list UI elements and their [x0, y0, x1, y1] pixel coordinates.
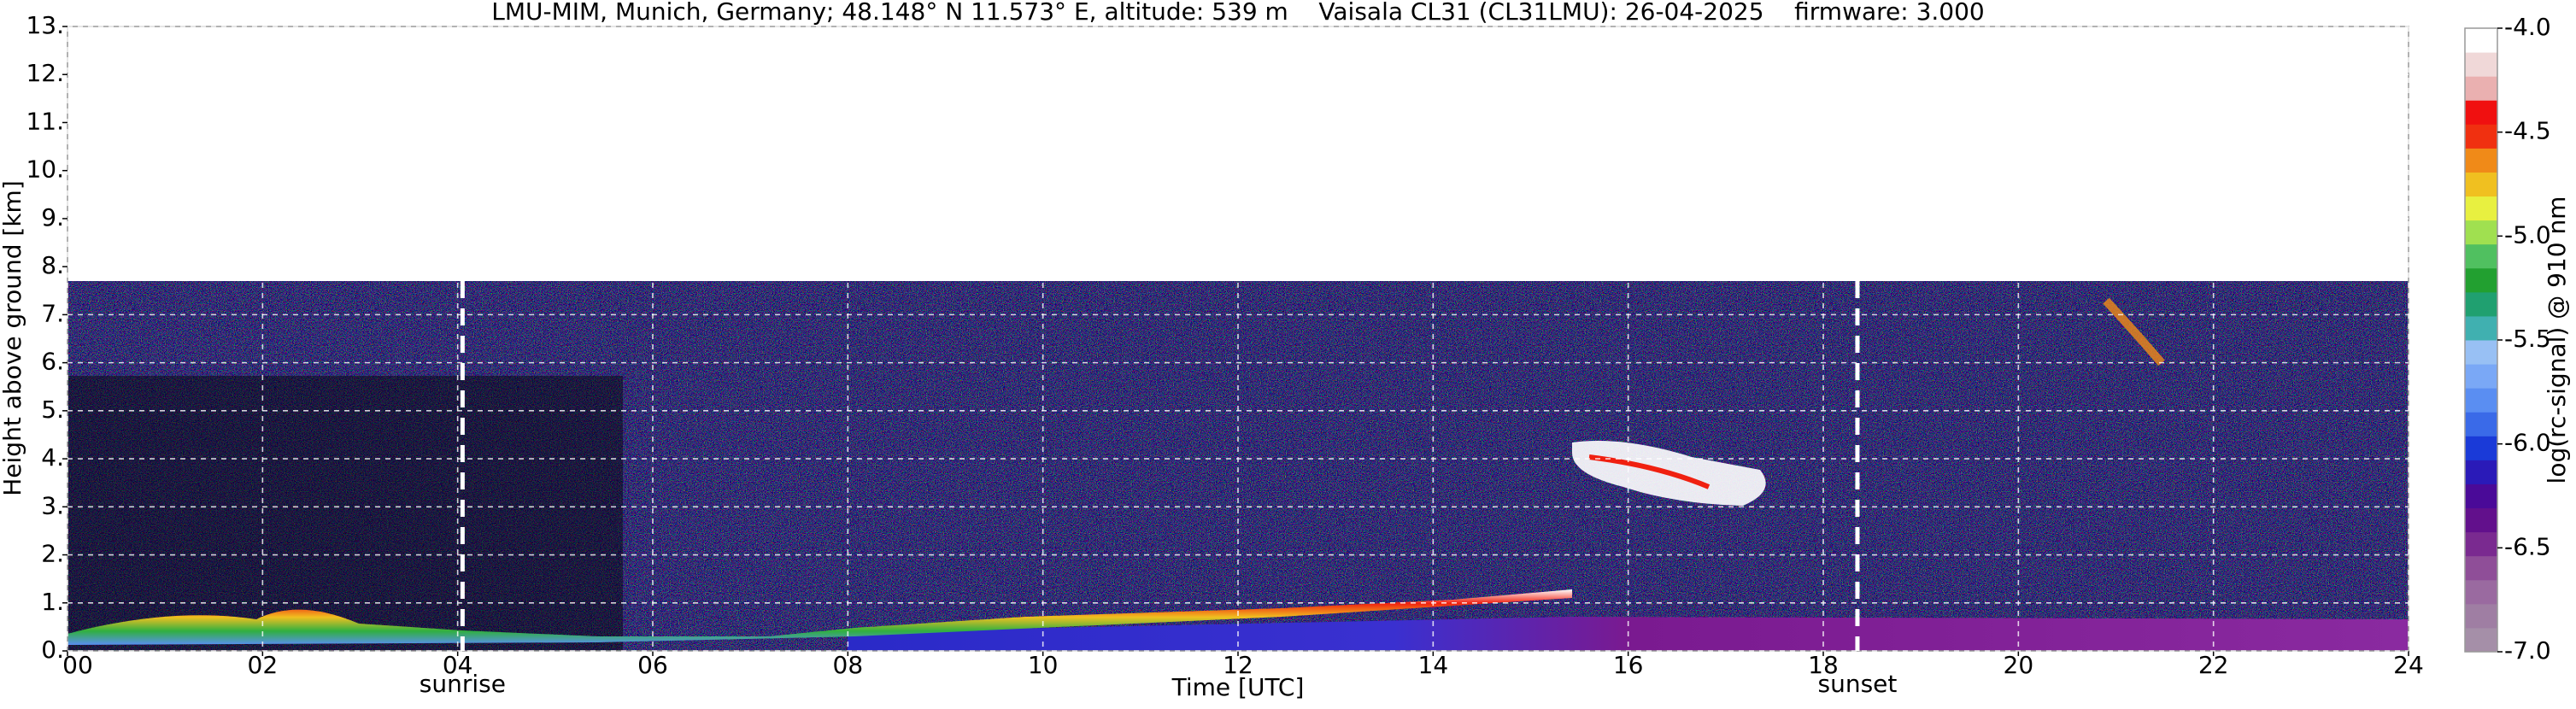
colorbar-level: [2465, 172, 2497, 197]
x-tick-label: 02: [248, 651, 279, 679]
x-tick-label: 16: [1613, 651, 1644, 679]
x-tick-label: 00: [62, 651, 93, 679]
colorbar-level: [2465, 483, 2497, 509]
annotation-label: sunrise: [420, 670, 506, 698]
colorbar-level: [2465, 627, 2497, 653]
y-tick-label: 9.: [41, 203, 64, 231]
y-tick-label: 10.: [26, 155, 64, 184]
colorbar-tick-label: -7.0: [2504, 636, 2551, 665]
colorbar-level: [2465, 315, 2497, 341]
signal-noise: [67, 281, 2409, 651]
annotation-label: sunset: [1818, 670, 1898, 698]
colorbar-level: [2465, 364, 2497, 389]
colorbar-level: [2465, 388, 2497, 413]
y-tick-label: 7.: [41, 299, 64, 327]
colorbar-tick-label: -5.0: [2504, 220, 2551, 249]
x-tick-label: 04: [443, 651, 473, 679]
y-tick-label: 4.: [41, 443, 64, 472]
x-tick-label: 20: [2004, 651, 2034, 679]
y-tick-label: 3.: [41, 491, 64, 519]
colorbar-level: [2465, 531, 2497, 557]
x-tick-label: 08: [833, 651, 864, 679]
y-tick-label: 8.: [41, 251, 64, 279]
x-tick-label: 14: [1418, 651, 1449, 679]
colorbar-level: [2465, 100, 2497, 125]
colorbar-level: [2465, 603, 2497, 629]
colorbar-level: [2465, 196, 2497, 221]
colorbar-level: [2465, 52, 2497, 77]
colorbar-label: log(rc-signal) @ 910 nm: [2543, 196, 2571, 484]
y-tick-label: 13.: [26, 11, 64, 39]
colorbar-tick-label: -6.0: [2504, 429, 2551, 457]
cloud-high: [2103, 297, 2165, 366]
x-axis-label: Time [UTC]: [1171, 673, 1305, 701]
x-tick-label: 10: [1028, 651, 1059, 679]
colorbar-level: [2465, 436, 2497, 460]
colorbar-level: [2465, 148, 2497, 173]
heatmap: [67, 281, 2409, 651]
colorbar-tick-label: -4.5: [2504, 117, 2551, 145]
colorbar-level: [2465, 460, 2497, 484]
y-tick-label: 0.: [41, 636, 64, 664]
x-tick-label: 22: [2198, 651, 2229, 679]
colorbar-tick-label: -4.0: [2504, 13, 2551, 41]
colorbar-level: [2465, 412, 2497, 437]
chart-title: LMU-MIM, Munich, Germany; 48.148° N 11.5…: [491, 0, 1985, 26]
colorbar-level: [2465, 220, 2497, 245]
colorbar-level: [2465, 579, 2497, 605]
aerosol-layer: [67, 589, 1572, 645]
x-tick-label: 06: [637, 651, 668, 679]
colorbar-level: [2465, 28, 2497, 53]
colorbar-level: [2465, 291, 2497, 317]
colorbar-level: [2465, 124, 2497, 149]
low-noise-region: [67, 376, 623, 651]
x-tick-label: 12: [1223, 651, 1253, 679]
colorbar-tick-label: -6.5: [2504, 532, 2551, 560]
x-tick-label: 24: [2393, 651, 2424, 679]
colorbar-level: [2465, 555, 2497, 581]
y-tick-label: 6.: [41, 348, 64, 376]
y-tick-label: 5.: [41, 396, 64, 424]
cloud-core: [1588, 454, 1710, 489]
x-tick-label: 18: [1808, 651, 1839, 679]
colorbar-level: [2465, 340, 2497, 365]
y-tick-label: 11.: [26, 107, 64, 135]
colorbar-tick-label: -5.5: [2504, 325, 2551, 353]
y-tick-label: 2.: [41, 540, 64, 568]
y-axis-label: Height above ground [km]: [0, 180, 26, 496]
colorbar-level: [2465, 267, 2497, 293]
colorbar-level: [2465, 243, 2497, 269]
colorbar-level: [2465, 76, 2497, 101]
y-tick-label: 1.: [41, 588, 64, 616]
colorbar-level: [2465, 507, 2497, 533]
y-tick-label: 12.: [26, 59, 64, 87]
